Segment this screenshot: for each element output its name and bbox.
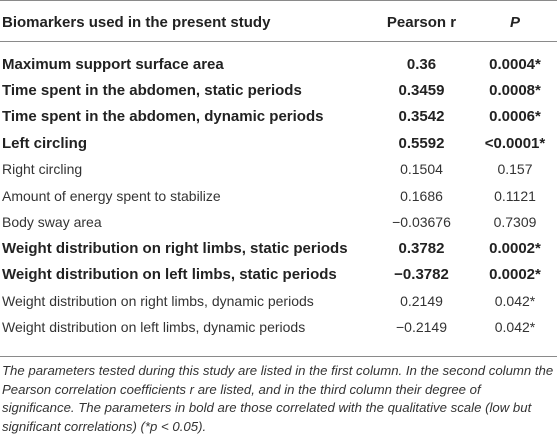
- header-biomarkers: Biomarkers used in the present study: [2, 13, 271, 31]
- row-parameter-name: Weight distribution on right limbs, stat…: [2, 239, 348, 257]
- row-pearson-r: 0.1686: [400, 187, 443, 204]
- row-parameter-name: Time spent in the abdomen, dynamic perio…: [2, 108, 324, 126]
- table-row: Right circling 0.1504 0.157: [0, 156, 557, 182]
- row-parameter-name: Amount of energy spent to stabilize: [2, 187, 221, 204]
- table-row: Maximum support surface area 0.36 0.0004*: [0, 51, 557, 77]
- row-pearson-r: 0.5592: [398, 134, 445, 152]
- row-parameter-name: Left circling: [2, 134, 88, 152]
- table-row: Weight distribution on right limbs, dyna…: [0, 288, 557, 314]
- row-p-value: 0.7309: [493, 213, 537, 230]
- table-header-row: Biomarkers used in the present study Pea…: [0, 3, 557, 41]
- row-pearson-r: 0.36: [406, 55, 437, 73]
- table-footnote: The parameters tested during this study …: [2, 363, 554, 434]
- row-pearson-r: 0.3542: [398, 108, 445, 126]
- row-p-value: 0.0002*: [489, 239, 541, 257]
- table-row: Weight distribution on left limbs, dynam…: [0, 314, 557, 340]
- row-pearson-r: 0.2149: [400, 292, 443, 309]
- row-p-value: 0.0004*: [489, 55, 541, 73]
- row-pearson-r: −0.2149: [396, 319, 447, 336]
- row-pearson-r: 0.3782: [398, 239, 445, 257]
- row-pearson-r: 0.3459: [398, 81, 445, 99]
- row-p-value: <0.0001*: [484, 134, 546, 152]
- row-parameter-name: Weight distribution on right limbs, dyna…: [2, 292, 314, 309]
- row-p-value: 0.042*: [494, 292, 536, 309]
- row-parameter-name: Time spent in the abdomen, static period…: [2, 81, 302, 99]
- table-row: Time spent in the abdomen, static period…: [0, 77, 557, 103]
- header-p-value: P: [509, 13, 520, 31]
- row-p-value: 0.1121: [494, 187, 536, 204]
- table-row: Left circling 0.5592 <0.0001*: [0, 130, 557, 156]
- table-row: Time spent in the abdomen, dynamic perio…: [0, 104, 557, 130]
- table-row: Weight distribution on right limbs, stat…: [0, 235, 557, 261]
- table-top-rule: [0, 0, 557, 1]
- row-pearson-r: 0.1504: [400, 161, 443, 178]
- row-p-value: 0.0002*: [489, 266, 541, 284]
- row-p-value: 0.042*: [494, 319, 536, 336]
- header-pearson-r: Pearson r: [386, 13, 457, 31]
- table-row: Body sway area −0.03676 0.7309: [0, 209, 557, 235]
- table-header-rule: [0, 41, 557, 42]
- row-p-value: 0.0006*: [489, 108, 541, 126]
- row-parameter-name: Weight distribution on left limbs, stati…: [2, 266, 337, 284]
- row-parameter-name: Body sway area: [2, 213, 102, 230]
- row-parameter-name: Weight distribution on left limbs, dynam…: [2, 319, 306, 336]
- row-p-value: 0.157: [497, 161, 533, 178]
- biomarkers-table: Biomarkers used in the present study Pea…: [0, 3, 557, 340]
- row-pearson-r: −0.3782: [394, 266, 449, 284]
- row-p-value: 0.0008*: [489, 81, 541, 99]
- table-body: Maximum support surface area 0.36 0.0004* T…: [0, 41, 557, 340]
- row-parameter-name: Right circling: [2, 161, 83, 178]
- table-row: Amount of energy spent to stabilize 0.168…: [0, 182, 557, 208]
- table-spacer-row: [0, 41, 557, 51]
- row-parameter-name: Maximum support surface area: [2, 55, 224, 73]
- row-pearson-r: −0.03676: [392, 213, 451, 230]
- table-bottom-rule: [0, 356, 557, 357]
- table-row: Weight distribution on left limbs, stati…: [0, 261, 557, 287]
